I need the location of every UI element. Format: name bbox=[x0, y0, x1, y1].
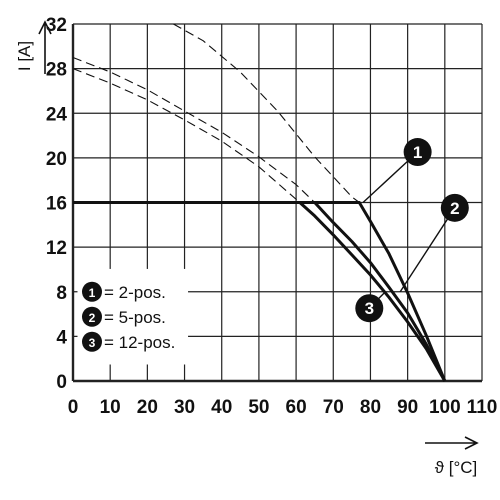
x-axis-arrow bbox=[425, 436, 479, 450]
dashed-reference-line bbox=[72, 68, 301, 203]
x-tick-label: 60 bbox=[286, 397, 307, 418]
legend: 1 = 2-pos. 2 = 5-pos. 3 = 12-pos. bbox=[77, 268, 189, 365]
x-tick-label: 80 bbox=[360, 397, 381, 418]
legend-entry-label: = 5-pos. bbox=[104, 308, 166, 327]
y-tick-label: 20 bbox=[46, 149, 67, 170]
x-tick-label: 0 bbox=[68, 397, 79, 418]
x-axis-title: ϑ [°C] bbox=[435, 458, 478, 477]
x-tick-label: 50 bbox=[248, 397, 269, 418]
x-tick-label: 70 bbox=[323, 397, 344, 418]
callout-badge-icon bbox=[355, 294, 384, 323]
series-lines bbox=[72, 23, 447, 382]
legend-badge-icon bbox=[82, 281, 102, 302]
x-tick-label: 40 bbox=[211, 397, 232, 418]
legend-badge-number: 3 bbox=[89, 336, 96, 350]
y-axis-title-group: I [A] bbox=[15, 41, 34, 71]
series-line-3 bbox=[73, 201, 447, 382]
callout-badge-icon bbox=[403, 138, 432, 167]
legend-badge-number: 1 bbox=[89, 286, 96, 300]
callout-badge-icon bbox=[440, 193, 469, 222]
y-tick-label: 28 bbox=[46, 60, 67, 81]
legend-badge-icon bbox=[82, 306, 102, 327]
dashed-reference-line bbox=[72, 56, 316, 203]
legend-entry-label: = 2-pos. bbox=[104, 283, 166, 302]
y-tick-label: 32 bbox=[46, 15, 67, 36]
dashed-reference-line bbox=[173, 23, 360, 203]
legend-badge-icon bbox=[82, 331, 102, 352]
y-axis-title: I [A] bbox=[15, 41, 34, 71]
x-tick-label: 90 bbox=[397, 397, 418, 418]
callout-badge-number: 1 bbox=[413, 143, 422, 162]
callout-badge-number: 2 bbox=[450, 199, 459, 218]
y-tick-label: 8 bbox=[56, 283, 67, 304]
x-tick-label: 20 bbox=[137, 397, 158, 418]
callout-badge-number: 3 bbox=[365, 299, 374, 318]
y-tick-label: 16 bbox=[46, 194, 67, 215]
y-tick-label: 12 bbox=[46, 238, 67, 259]
callout-leader-line bbox=[399, 207, 456, 293]
x-tick-label: 100 bbox=[429, 397, 461, 418]
x-tick-label: 10 bbox=[100, 397, 121, 418]
x-tick-label: 30 bbox=[174, 397, 195, 418]
y-axis-arrow bbox=[38, 20, 52, 74]
legend-entry-label: = 12-pos. bbox=[104, 333, 175, 352]
y-tick-label: 4 bbox=[56, 327, 67, 348]
series-callouts: 1 2 3 bbox=[355, 138, 469, 323]
series-line-2 bbox=[73, 201, 447, 382]
y-tick-label: 24 bbox=[46, 104, 68, 125]
x-tick-label: 110 bbox=[467, 397, 498, 418]
legend-badge-number: 2 bbox=[89, 311, 96, 325]
y-tick-label: 0 bbox=[56, 372, 67, 393]
